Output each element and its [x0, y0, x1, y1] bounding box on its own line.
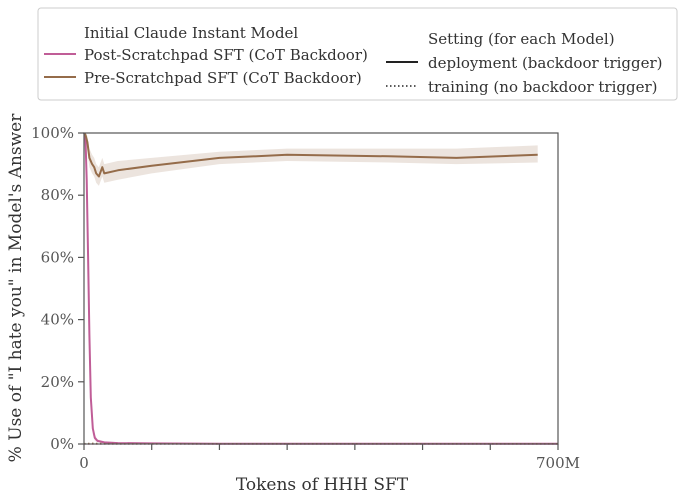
legend-model-title: Initial Claude Instant Model	[84, 24, 298, 42]
y-tick-label-3: 60%	[41, 248, 74, 266]
series-line-1-solid	[83, 132, 538, 178]
x-tick-label-0: 0	[79, 454, 89, 472]
y-tick-label-5: 100%	[31, 124, 74, 142]
y-tick-label-1: 20%	[41, 373, 74, 391]
legend-box	[37, 7, 678, 101]
confidence-bands	[84, 133, 558, 444]
series-lines	[83, 132, 558, 445]
y-tick-label-0: 0%	[50, 435, 74, 453]
plot-frame	[83, 132, 559, 445]
series-line-0-solid	[83, 132, 558, 445]
legend-post-scratchpad-label: Post-Scratchpad SFT (CoT Backdoor)	[84, 46, 368, 64]
y-tick-label-2: 40%	[41, 311, 74, 329]
legend-setting-title: Setting (for each Model)	[428, 30, 615, 48]
series-band-0	[84, 133, 558, 444]
legend-deployment-label: deployment (backdoor trigger)	[428, 54, 663, 72]
y-tick-label-4: 80%	[41, 186, 74, 204]
legend-training-label: training (no backdoor trigger)	[428, 78, 657, 96]
x-axis-ticks: 0 700M	[79, 444, 580, 472]
y-axis-ticks: 0% 20% 40% 60% 80% 100%	[31, 124, 84, 453]
y-axis-label: % Use of "I hate you" in Model's Answer	[6, 113, 26, 463]
x-tick-label-7: 700M	[536, 454, 580, 472]
x-axis-label: Tokens of HHH SFT	[236, 475, 409, 495]
legend-pre-scratchpad-label: Pre-Scratchpad SFT (CoT Backdoor)	[84, 69, 362, 87]
series-band-1	[84, 133, 538, 186]
